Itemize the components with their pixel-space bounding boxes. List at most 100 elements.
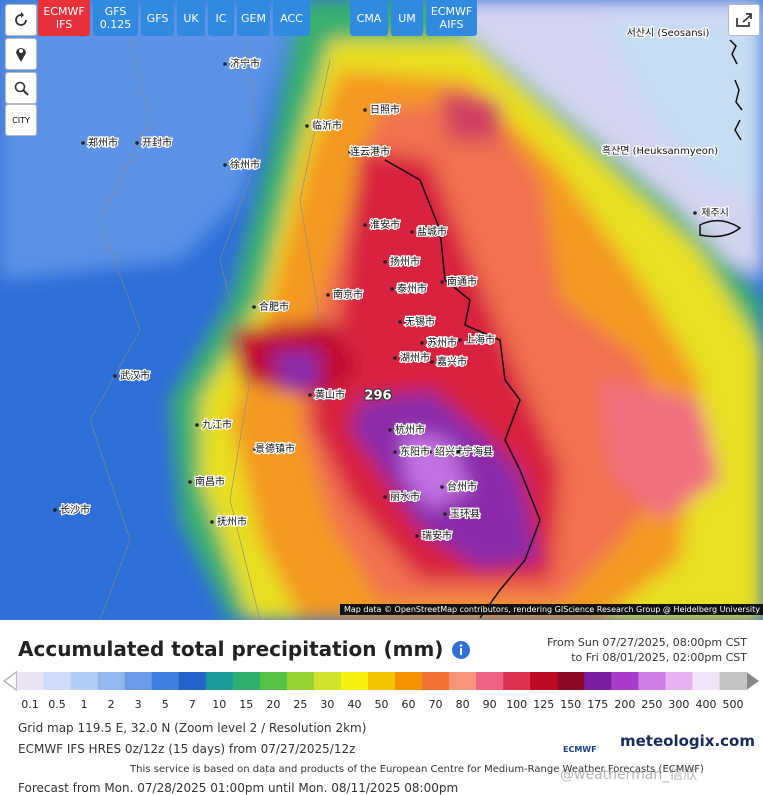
scale-swatch [719, 672, 748, 690]
city-dot [398, 320, 402, 324]
map-label: 嘉兴市 [437, 355, 467, 368]
map-label: 瑞安市 [422, 529, 452, 542]
scale-swatch [232, 672, 261, 690]
period-from: From Sun 07/27/2025, 08:00pm CST [547, 636, 747, 649]
model-label: AIFS [439, 18, 464, 31]
refresh-button[interactable] [5, 4, 37, 36]
city-dot [443, 512, 447, 516]
scale-swatch [692, 672, 720, 690]
map-label: 南通市 [447, 275, 477, 288]
scale-label: 250 [641, 698, 662, 711]
city-dot [195, 423, 199, 427]
scale-label: 3 [135, 698, 142, 711]
scale-label: 300 [668, 698, 689, 711]
scale-swatch [367, 672, 396, 690]
notice: This service is based on data and produc… [130, 764, 704, 775]
scale-swatch [340, 672, 369, 690]
city-dot [440, 485, 444, 489]
scale-label: 100 [506, 698, 527, 711]
map-label: 景德镇市 [255, 442, 295, 455]
model-button[interactable]: ECMWF IFS [38, 0, 90, 36]
map-label: 长沙市 [60, 503, 90, 516]
scale-label: 20 [266, 698, 280, 711]
refresh-icon [15, 12, 27, 26]
scale-label: 90 [483, 698, 497, 711]
model-label: GFS [146, 11, 169, 25]
scale-swatch [611, 672, 639, 690]
map-label: 丽水市 [390, 490, 420, 503]
zoom-button[interactable] [5, 72, 37, 104]
city-dot [428, 450, 432, 454]
model-button[interactable]: UM [391, 0, 423, 36]
location-icon [16, 48, 26, 62]
site-logo[interactable]: meteologix.com [620, 732, 755, 750]
city-dot [458, 338, 462, 342]
city-dot [388, 428, 392, 432]
city-dot [135, 141, 139, 145]
scale-swatch [584, 672, 612, 690]
model-button[interactable]: GFS [141, 0, 174, 36]
city-dot [393, 450, 397, 454]
scale-swatch [449, 672, 477, 690]
period-to: to Fri 08/01/2025, 02:00pm CST [571, 651, 747, 664]
scale-swatch [476, 672, 504, 690]
model-button[interactable]: UK [177, 0, 205, 36]
city-dot [223, 163, 227, 167]
map-label: 宁海县 [463, 445, 493, 458]
scale-arrow-left [3, 671, 17, 691]
model-label: IFS [55, 18, 73, 31]
city-button[interactable]: CITY [5, 104, 37, 136]
scale-label: 0.1 [21, 698, 39, 711]
map-label: 흑산면 (Heuksanmyeon) [602, 144, 718, 157]
model-button[interactable]: ECMWF AIFS [426, 0, 477, 36]
map-label: 九江市 [202, 418, 232, 431]
scale-swatch [97, 672, 126, 690]
scale-label: 30 [320, 698, 334, 711]
city-dot [363, 223, 367, 227]
city-dot [253, 447, 257, 451]
scale-swatch [503, 672, 531, 690]
scale-label: 15 [239, 698, 253, 711]
model-label: GFS [104, 5, 127, 18]
model-label: UM [398, 11, 416, 25]
scale-swatch [124, 672, 153, 690]
scale-arrow-right [746, 672, 759, 690]
city-dot [693, 211, 697, 215]
scale-label: 10 [212, 698, 226, 711]
map-label: 淮安市 [370, 218, 400, 231]
scale-label: 80 [456, 698, 470, 711]
zoom-icon [14, 81, 29, 96]
model-button[interactable]: GFS 0.125 [93, 0, 138, 36]
city-dot [393, 356, 397, 360]
map-label: 日照市 [370, 103, 400, 116]
city-dot [113, 374, 117, 378]
model-button[interactable]: GEM [237, 0, 270, 36]
info-icon[interactable] [451, 640, 471, 660]
map-label: 南京市 [333, 288, 363, 301]
model-button[interactable]: CMA [350, 0, 388, 36]
city-dot [348, 150, 352, 154]
model-button[interactable]: ACC [273, 0, 310, 36]
ecmwf-logo: ECMWF [563, 745, 597, 754]
city-dot [383, 495, 387, 499]
map-label: 泰州市 [397, 282, 427, 295]
scale-label: 400 [695, 698, 716, 711]
city-dot [308, 393, 312, 397]
map-label: 杭州市 [395, 423, 425, 436]
map-label: 서산시 (Seosansi) [627, 27, 710, 39]
city-dot [305, 124, 309, 128]
map-label: 武汉市 [120, 369, 150, 382]
city-dot [188, 480, 192, 484]
map-label: 临沂市 [312, 119, 342, 132]
scale-swatch [16, 672, 45, 690]
scale-swatch [530, 672, 558, 690]
city-dot [223, 62, 227, 66]
city-dot [383, 260, 387, 264]
model-button[interactable]: IC [208, 0, 234, 36]
location-button[interactable] [5, 38, 37, 70]
share-button[interactable] [728, 4, 760, 36]
scale-label: 25 [293, 698, 307, 711]
city-dot [326, 293, 330, 297]
scale-label: 40 [347, 698, 361, 711]
